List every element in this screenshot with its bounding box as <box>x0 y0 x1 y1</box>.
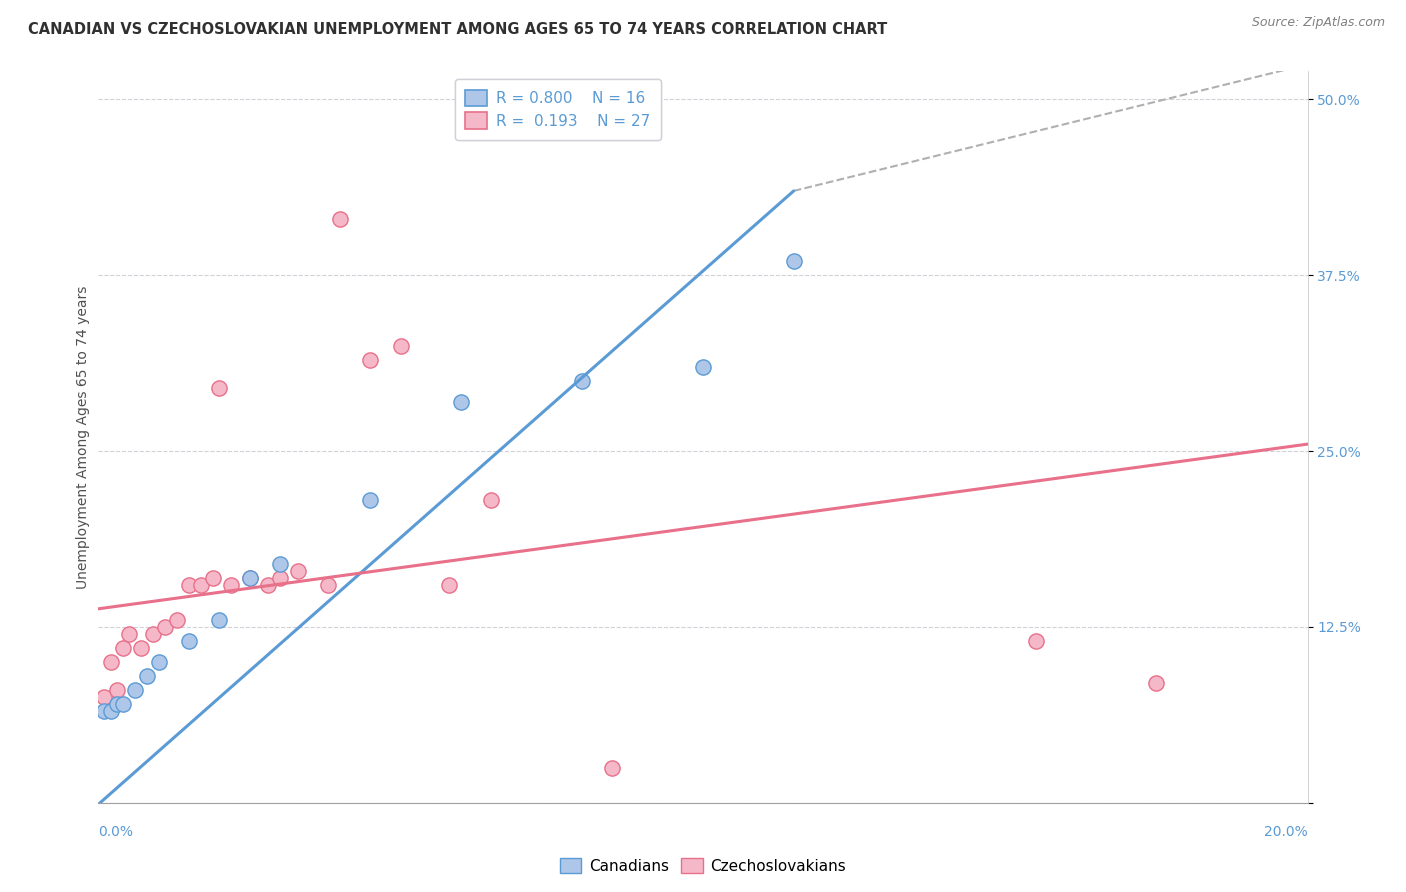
Point <box>153 620 176 634</box>
Point <box>177 578 201 592</box>
Point <box>208 613 231 627</box>
Point <box>105 698 128 712</box>
Point <box>287 564 309 578</box>
Point <box>93 705 115 719</box>
Point <box>571 374 593 388</box>
Point <box>269 557 291 571</box>
Point <box>190 578 212 592</box>
Y-axis label: Unemployment Among Ages 65 to 74 years: Unemployment Among Ages 65 to 74 years <box>76 285 90 589</box>
Point <box>142 627 165 641</box>
Point <box>782 254 804 268</box>
Legend: R = 0.800    N = 16, R =  0.193    N = 27: R = 0.800 N = 16, R = 0.193 N = 27 <box>454 79 661 140</box>
Point <box>202 571 225 585</box>
Text: 0.0%: 0.0% <box>98 825 134 839</box>
Text: CANADIAN VS CZECHOSLOVAKIAN UNEMPLOYMENT AMONG AGES 65 TO 74 YEARS CORRELATION C: CANADIAN VS CZECHOSLOVAKIAN UNEMPLOYMENT… <box>28 22 887 37</box>
Point <box>256 578 278 592</box>
Point <box>177 634 201 648</box>
Point <box>100 655 122 669</box>
Point <box>93 690 115 705</box>
Point <box>450 395 472 409</box>
Point <box>389 339 412 353</box>
Point <box>239 571 262 585</box>
Point <box>111 641 134 656</box>
Point <box>316 578 339 592</box>
Point <box>329 212 352 227</box>
Legend: Canadians, Czechoslovakians: Canadians, Czechoslovakians <box>554 852 852 880</box>
Point <box>208 381 231 395</box>
Point <box>100 705 122 719</box>
Point <box>1144 676 1167 690</box>
Point <box>124 683 146 698</box>
Point <box>481 493 503 508</box>
Point <box>148 655 170 669</box>
Text: 20.0%: 20.0% <box>1264 825 1308 839</box>
Point <box>269 571 291 585</box>
Point <box>437 578 460 592</box>
Point <box>692 359 714 374</box>
Point <box>602 761 624 775</box>
Point <box>1024 634 1046 648</box>
Point <box>111 698 134 712</box>
Point <box>360 352 382 367</box>
Point <box>360 493 382 508</box>
Point <box>239 571 262 585</box>
Point <box>221 578 243 592</box>
Point <box>129 641 152 656</box>
Point <box>135 669 157 683</box>
Point <box>166 613 188 627</box>
Text: Source: ZipAtlas.com: Source: ZipAtlas.com <box>1251 16 1385 29</box>
Point <box>105 683 128 698</box>
Point <box>118 627 141 641</box>
